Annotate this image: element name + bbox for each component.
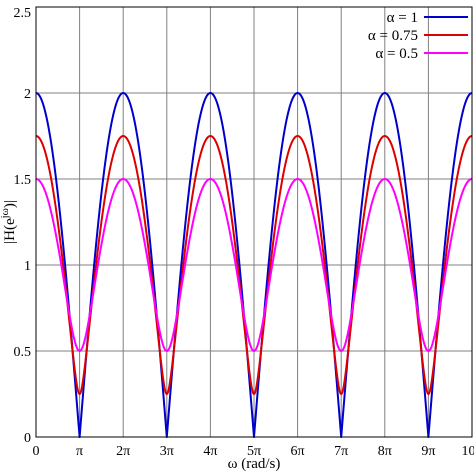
- series-line-2: [35, 135, 473, 395]
- x-axis-title: ω (rad/s): [228, 456, 281, 472]
- y-tick-label: 0.5: [14, 345, 32, 360]
- x-tick-label: 2π: [116, 444, 130, 459]
- x-tick-label: 6π: [291, 444, 305, 459]
- tick-labels: 0 π 2π 3π 4π 5π 6π 7π 8π 9π 10π 0 0.5 1 1.5 2 2.5: [14, 6, 474, 459]
- x-tick-label: 9π: [421, 444, 435, 459]
- legend-label-1: α = 1: [387, 10, 418, 26]
- x-tick-label: 7π: [334, 444, 348, 459]
- x-tick-label: 8π: [378, 444, 392, 459]
- x-tick-label: 3π: [160, 444, 174, 459]
- y-tick-label: 2.5: [14, 6, 32, 21]
- x-tick-label: 10π: [461, 444, 474, 459]
- y-tick-label: 1: [24, 259, 31, 274]
- legend-label-3: α = 0.5: [375, 46, 418, 62]
- x-tick-label: π: [76, 444, 83, 459]
- legend-label-2: α = 0.75: [368, 28, 418, 44]
- plot-frame: [35, 6, 473, 438]
- legend: α = 1 α = 0.75 α = 0.5: [368, 10, 468, 62]
- series-line-3: [35, 178, 473, 352]
- y-tick-label: 0: [24, 431, 31, 446]
- x-tick-label: 4π: [203, 444, 217, 459]
- y-tick-label: 1.5: [14, 173, 32, 188]
- x-tick-label: 5π: [247, 444, 261, 459]
- x-tick-label: 0: [33, 444, 40, 459]
- y-axis-title: |H(ejω)|: [0, 200, 18, 244]
- y-axis-title-text: |H(ejω)|: [0, 200, 18, 244]
- y-tick-label: 2: [24, 87, 31, 102]
